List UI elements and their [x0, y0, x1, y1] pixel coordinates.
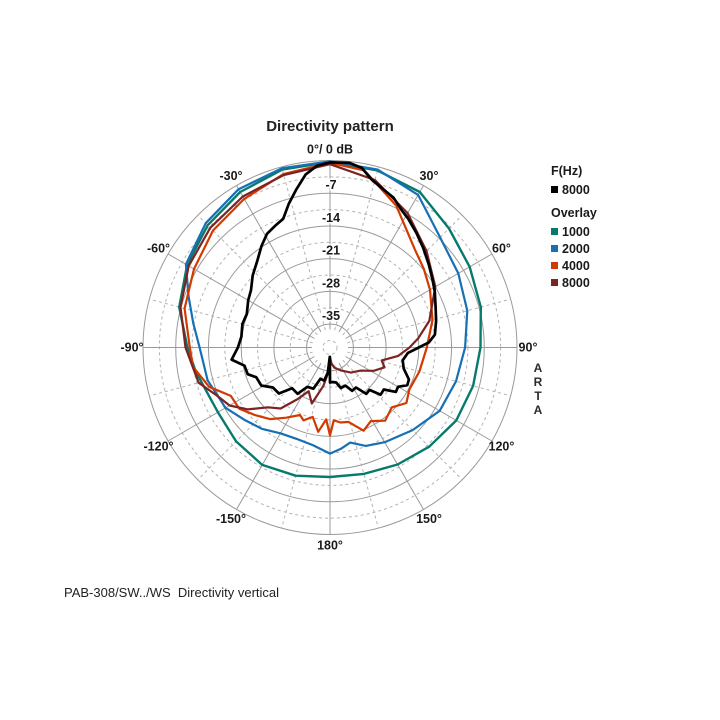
grid-spoke-dashed — [334, 166, 379, 331]
legend-label-main-8000: 8000 — [562, 182, 590, 197]
legend-item-main-8000: 8000 — [551, 181, 597, 198]
legend-overlay-header: Overlay — [551, 206, 597, 220]
legend-frequency-header: F(Hz) — [551, 164, 583, 178]
chart-caption: PAB-308/SW../WS Directivity vertical — [64, 585, 280, 600]
legend-swatch-2000 — [551, 245, 558, 252]
grid-spoke-dashed — [342, 214, 463, 336]
angle-label-60: 60° — [492, 242, 511, 256]
watermark-letter: A — [533, 361, 543, 375]
legend-swatch-1000 — [551, 228, 558, 235]
angle-label-30: 30° — [420, 169, 439, 183]
series-curve-overlay-4000 — [183, 161, 434, 437]
series-curve-main-8000 — [230, 161, 438, 397]
legend-swatch-4000 — [551, 262, 558, 269]
watermark-letter: T — [534, 389, 542, 403]
angle-label-150: 150° — [416, 512, 442, 526]
angle-label-120: 120° — [489, 440, 515, 454]
db-tick-label-7: -7 — [325, 178, 336, 192]
legend-item-8000: 8000 — [551, 274, 597, 291]
legend-label-8000: 8000 — [562, 275, 590, 290]
angle-label--120: -120° — [144, 440, 174, 454]
grid-spoke-dashed — [342, 359, 463, 481]
legend: F(Hz) 8000 Overlay 1000 2000 4000 8000 — [551, 164, 597, 291]
chart-title: Directivity pattern — [266, 118, 394, 135]
grid-spoke-dashed — [149, 298, 313, 344]
angle-label--150: -150° — [216, 512, 246, 526]
grid-spoke-solid — [236, 185, 322, 333]
db-tick-label-21: -21 — [322, 244, 340, 258]
db-tick-label-28: -28 — [322, 276, 340, 290]
grid-spoke-solid — [167, 253, 315, 339]
legend-label-4000: 4000 — [562, 258, 590, 273]
angle-label--60: -60° — [147, 242, 170, 256]
legend-swatch-main-8000 — [551, 186, 558, 193]
angle-label--30: -30° — [219, 169, 242, 183]
angle-label-180: 180° — [317, 539, 343, 553]
angle-label--90: -90° — [120, 341, 143, 355]
arta-watermark: A R T A — [531, 361, 545, 417]
legend-item-2000: 2000 — [551, 240, 597, 257]
grid-spoke-solid — [345, 253, 493, 339]
watermark-letter: A — [533, 403, 543, 417]
legend-item-1000: 1000 — [551, 223, 597, 240]
grid-ring-dashed — [322, 339, 338, 356]
legend-label-2000: 2000 — [562, 241, 590, 256]
db-tick-label-14: -14 — [322, 211, 340, 225]
legend-swatch-8000 — [551, 279, 558, 286]
series-curve-overlay-2000 — [184, 160, 469, 455]
grid-spoke-dashed — [334, 364, 379, 529]
legend-label-1000: 1000 — [562, 224, 590, 239]
grid-spoke-dashed — [197, 359, 318, 481]
series-curve-overlay-8000 — [179, 163, 437, 411]
grid-spoke-dashed — [281, 166, 326, 331]
grid-spoke-dashed — [347, 351, 511, 397]
grid-spoke-dashed — [281, 364, 326, 529]
grid-spoke-solid — [338, 362, 424, 510]
grid-spoke-dashed — [197, 214, 318, 336]
db-tick-label-35: -35 — [322, 309, 340, 323]
grid-spoke-dashed — [149, 351, 313, 397]
grid-spoke-solid — [167, 356, 315, 442]
legend-item-4000: 4000 — [551, 257, 597, 274]
angle-label-90: 90° — [519, 341, 538, 355]
grid-spoke-solid — [338, 185, 424, 333]
watermark-letter: R — [533, 375, 543, 389]
angle-label-0: 0°/ 0 dB — [307, 143, 353, 157]
